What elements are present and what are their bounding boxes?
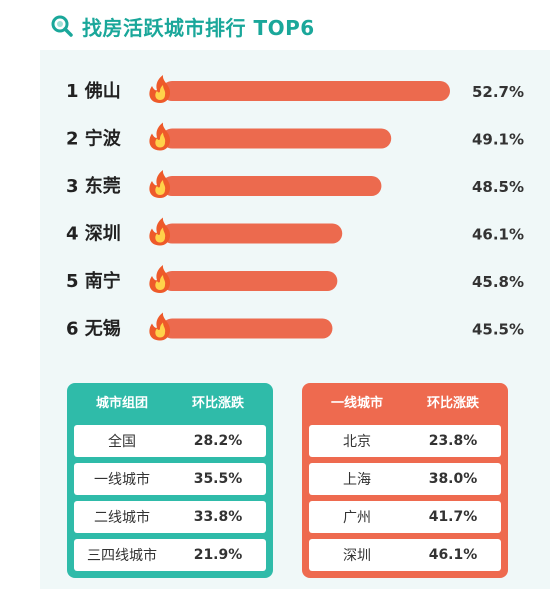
table-row: 一线城市 35.5%	[74, 463, 266, 495]
value-label: 48.5%	[472, 178, 524, 196]
table-row: 全国 28.2%	[74, 425, 266, 457]
category-label: 3 东莞	[66, 175, 121, 197]
bar	[162, 223, 343, 244]
row-name: 三四线城市	[87, 548, 157, 564]
city-group-table: 城市组团 环比涨跌 全国 28.2% 一线城市 35.5% 二线城市 33.8%…	[67, 383, 273, 578]
row-name: 二线城市	[94, 510, 150, 526]
tier1-city-table: 一线城市 环比涨跌 北京 23.8% 上海 38.0% 广州 41.7% 深圳 …	[302, 383, 508, 578]
flame-core-icon	[155, 322, 166, 338]
header-change: 环比涨跌	[426, 395, 479, 411]
row-value: 41.7%	[428, 509, 478, 525]
value-label: 45.5%	[472, 321, 524, 339]
row-value: 46.1%	[428, 547, 478, 563]
table-row: 上海 38.0%	[309, 463, 501, 495]
row-value: 33.8%	[193, 509, 243, 525]
bar	[162, 128, 392, 149]
bar-chart: 1 佛山 52.7% 2 宁波 49.1% 3 东莞 48.5% 4 深圳 46.1% 5 南宁…	[66, 75, 524, 341]
row-name: 一线城市	[94, 472, 150, 488]
value-label: 45.8%	[472, 273, 524, 291]
table-row: 二线城市 33.8%	[74, 501, 266, 533]
value-label: 46.1%	[472, 226, 524, 244]
row-value: 35.5%	[193, 471, 243, 487]
search-icon	[51, 15, 73, 37]
header-city-group: 城市组团	[95, 395, 148, 411]
table-row: 三四线城市 21.9%	[74, 539, 266, 571]
category-label: 5 南宁	[66, 270, 121, 292]
category-label: 6 无锡	[66, 318, 121, 340]
category-label: 2 宁波	[66, 128, 122, 150]
flame-core-icon	[155, 85, 166, 100]
value-label: 52.7%	[472, 83, 524, 101]
row-name: 广州	[343, 510, 371, 526]
header-tier1-city: 一线城市	[330, 395, 383, 411]
row-name: 上海	[343, 472, 371, 488]
category-label: 4 深圳	[66, 223, 121, 245]
flame-core-icon	[155, 180, 166, 195]
row-name: 全国	[108, 434, 136, 450]
row-value: 28.2%	[193, 433, 243, 449]
flame-core-icon	[155, 132, 166, 148]
table-header: 城市组团 环比涨跌	[74, 383, 266, 419]
flame-core-icon	[155, 275, 166, 290]
bar	[162, 81, 450, 101]
header-change: 环比涨跌	[191, 395, 244, 411]
row-value: 38.0%	[428, 471, 478, 487]
page-title: 找房活跃城市排行 TOP6	[82, 15, 315, 40]
row-value: 21.9%	[193, 547, 243, 563]
table-row: 深圳 46.1%	[309, 539, 501, 571]
category-label: 1 佛山	[66, 80, 121, 102]
table-row: 北京 23.8%	[309, 425, 501, 457]
bar	[162, 176, 382, 196]
row-value: 23.8%	[428, 433, 478, 449]
value-label: 49.1%	[472, 131, 524, 149]
table-row: 广州 41.7%	[309, 501, 501, 533]
bar	[162, 271, 338, 291]
row-name: 深圳	[343, 548, 371, 564]
table-header: 一线城市 环比涨跌	[309, 383, 501, 419]
flame-core-icon	[155, 227, 166, 243]
bar	[162, 318, 333, 339]
title-row: 找房活跃城市排行 TOP6	[50, 6, 315, 46]
row-name: 北京	[343, 434, 371, 450]
